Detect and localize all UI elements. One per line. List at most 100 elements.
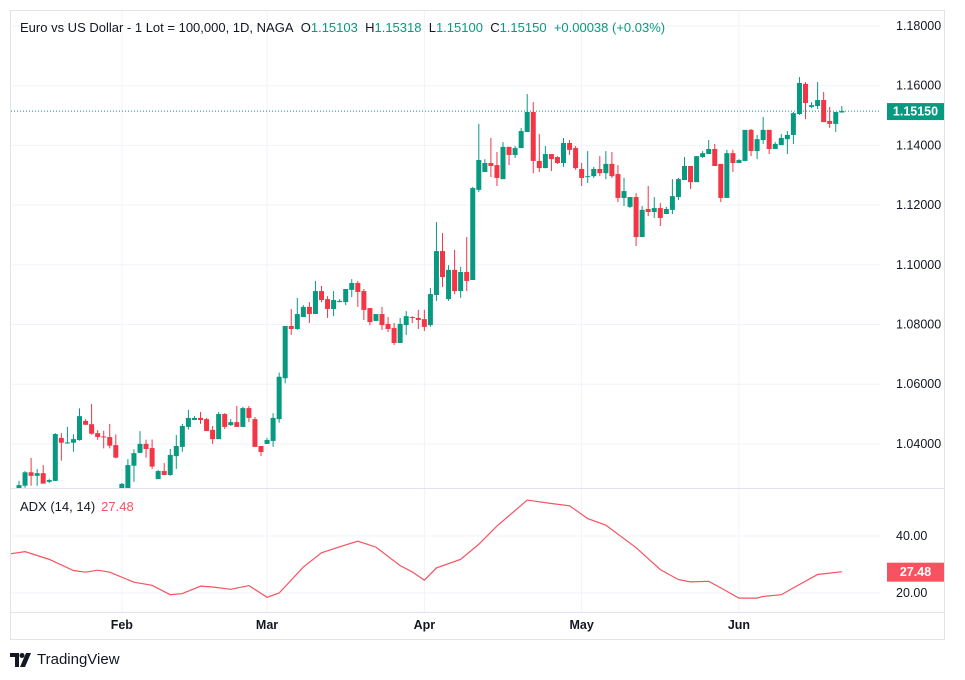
candle [796,77,802,115]
candle-body [772,143,778,149]
candle [288,308,294,335]
candle-body [482,163,488,172]
candle-body [688,165,694,183]
candle [784,131,790,155]
candle [639,205,645,238]
adx-line [10,499,842,599]
chart-frame [10,10,945,640]
candle [325,296,331,318]
candle [28,457,34,486]
candle [337,299,343,303]
candle [64,426,70,444]
candle [766,129,772,155]
candle-body [579,168,585,178]
candle-body [77,416,82,441]
candle [458,266,464,298]
candle [119,483,125,488]
candle-body [803,83,808,104]
candle [421,309,427,332]
candle-body [367,308,373,323]
open-label: O [300,20,311,35]
close-value: 1.15150 [499,20,547,35]
adx-value: 27.48 [101,499,134,514]
candle-body [113,445,119,458]
candle-body [331,300,337,309]
candle [355,280,361,307]
candle-body [645,208,651,212]
candle-body [319,291,324,301]
candle [294,297,300,330]
candle [663,206,669,215]
candle-body [349,283,355,290]
candle [216,411,222,440]
candle-body [694,156,700,183]
candle [609,151,615,178]
candle-body [179,425,185,447]
candle-body [228,422,234,426]
candle-body [125,465,131,488]
candle [258,445,264,457]
candle-body [397,323,403,344]
symbol-legend[interactable]: Euro vs US Dollar - 1 Lot = 100,000, 1D,… [20,20,665,35]
tradingview-logo[interactable]: TradingView [10,651,120,668]
candle-body [89,424,95,434]
candle-body [754,139,760,152]
candle-body [663,208,669,215]
candle-body [306,306,312,315]
candle [397,317,403,344]
candle [778,134,784,146]
candle-body [70,439,76,443]
candle [736,159,742,164]
candle [488,137,494,178]
adx-legend[interactable]: ADX (14, 14) 27.48 [20,499,134,514]
candle [234,405,240,427]
candle-body [567,143,573,150]
candle [252,417,258,447]
candle [512,145,518,158]
candle [748,128,754,157]
candle [343,288,349,306]
price-tick-label: 1.06000 [896,377,941,391]
candle [379,306,385,330]
candle [77,408,82,441]
candle [16,480,22,488]
candle-body [246,408,252,418]
candle [306,302,312,324]
candle-body [446,269,452,300]
candle-body [240,408,246,427]
candle [143,439,149,458]
candle [651,197,657,218]
candle-body [22,472,28,486]
candle-body [603,163,609,174]
candle-body [809,105,815,107]
candle [83,419,89,425]
candle-body [440,251,445,278]
candle [452,249,458,295]
candle [561,137,566,167]
candle [730,149,736,172]
candle [149,439,155,469]
candle-body [325,299,331,309]
candles [16,77,845,488]
candle-body [778,137,784,146]
candle [319,285,324,303]
candle-body [282,325,288,379]
candle-body [204,419,210,432]
candle [167,448,173,476]
close-label: C [490,20,500,35]
candle [542,145,548,169]
candle [494,151,500,186]
candle-body [185,417,191,427]
candle-body [433,251,439,295]
candle-body [373,314,379,321]
candle-body [748,129,754,152]
candle [264,437,270,444]
candle [246,405,252,423]
candle [567,140,573,155]
candle-body [839,111,845,113]
candle [718,163,724,203]
candle-body [46,480,52,482]
candle [839,106,845,113]
candle [89,403,95,435]
